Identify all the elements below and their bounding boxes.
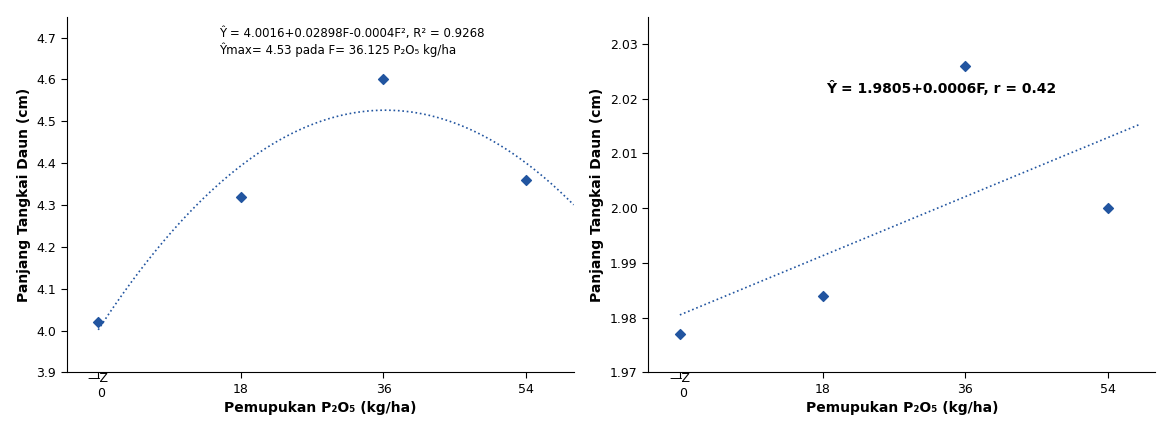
Point [813, 292, 832, 299]
Y-axis label: Panjang Tangkai Daun (cm): Panjang Tangkai Daun (cm) [16, 87, 30, 302]
X-axis label: Pemupukan P₂O₅ (kg/ha): Pemupukan P₂O₅ (kg/ha) [224, 401, 416, 415]
Point [1098, 205, 1117, 212]
Text: Ŷ = 1.9805+0.0006F, r = 0.42: Ŷ = 1.9805+0.0006F, r = 0.42 [826, 81, 1056, 96]
Point [670, 330, 689, 337]
Point [517, 176, 536, 183]
Point [374, 76, 393, 83]
Point [232, 193, 251, 200]
Point [89, 319, 108, 326]
Text: —Z
  0: —Z 0 [669, 372, 690, 400]
Y-axis label: Panjang Tangkai Daun (cm): Panjang Tangkai Daun (cm) [591, 87, 605, 302]
X-axis label: Pemupukan P₂O₅ (kg/ha): Pemupukan P₂O₅ (kg/ha) [805, 401, 999, 415]
Text: Ŷ = 4.0016+0.02898F-0.0004F², R² = 0.9268
Ŷmax= 4.53 pada F= 36.125 P₂O₅ kg/ha: Ŷ = 4.0016+0.02898F-0.0004F², R² = 0.926… [219, 27, 484, 57]
Text: —Z
  0: —Z 0 [88, 372, 109, 400]
Point [956, 63, 975, 70]
